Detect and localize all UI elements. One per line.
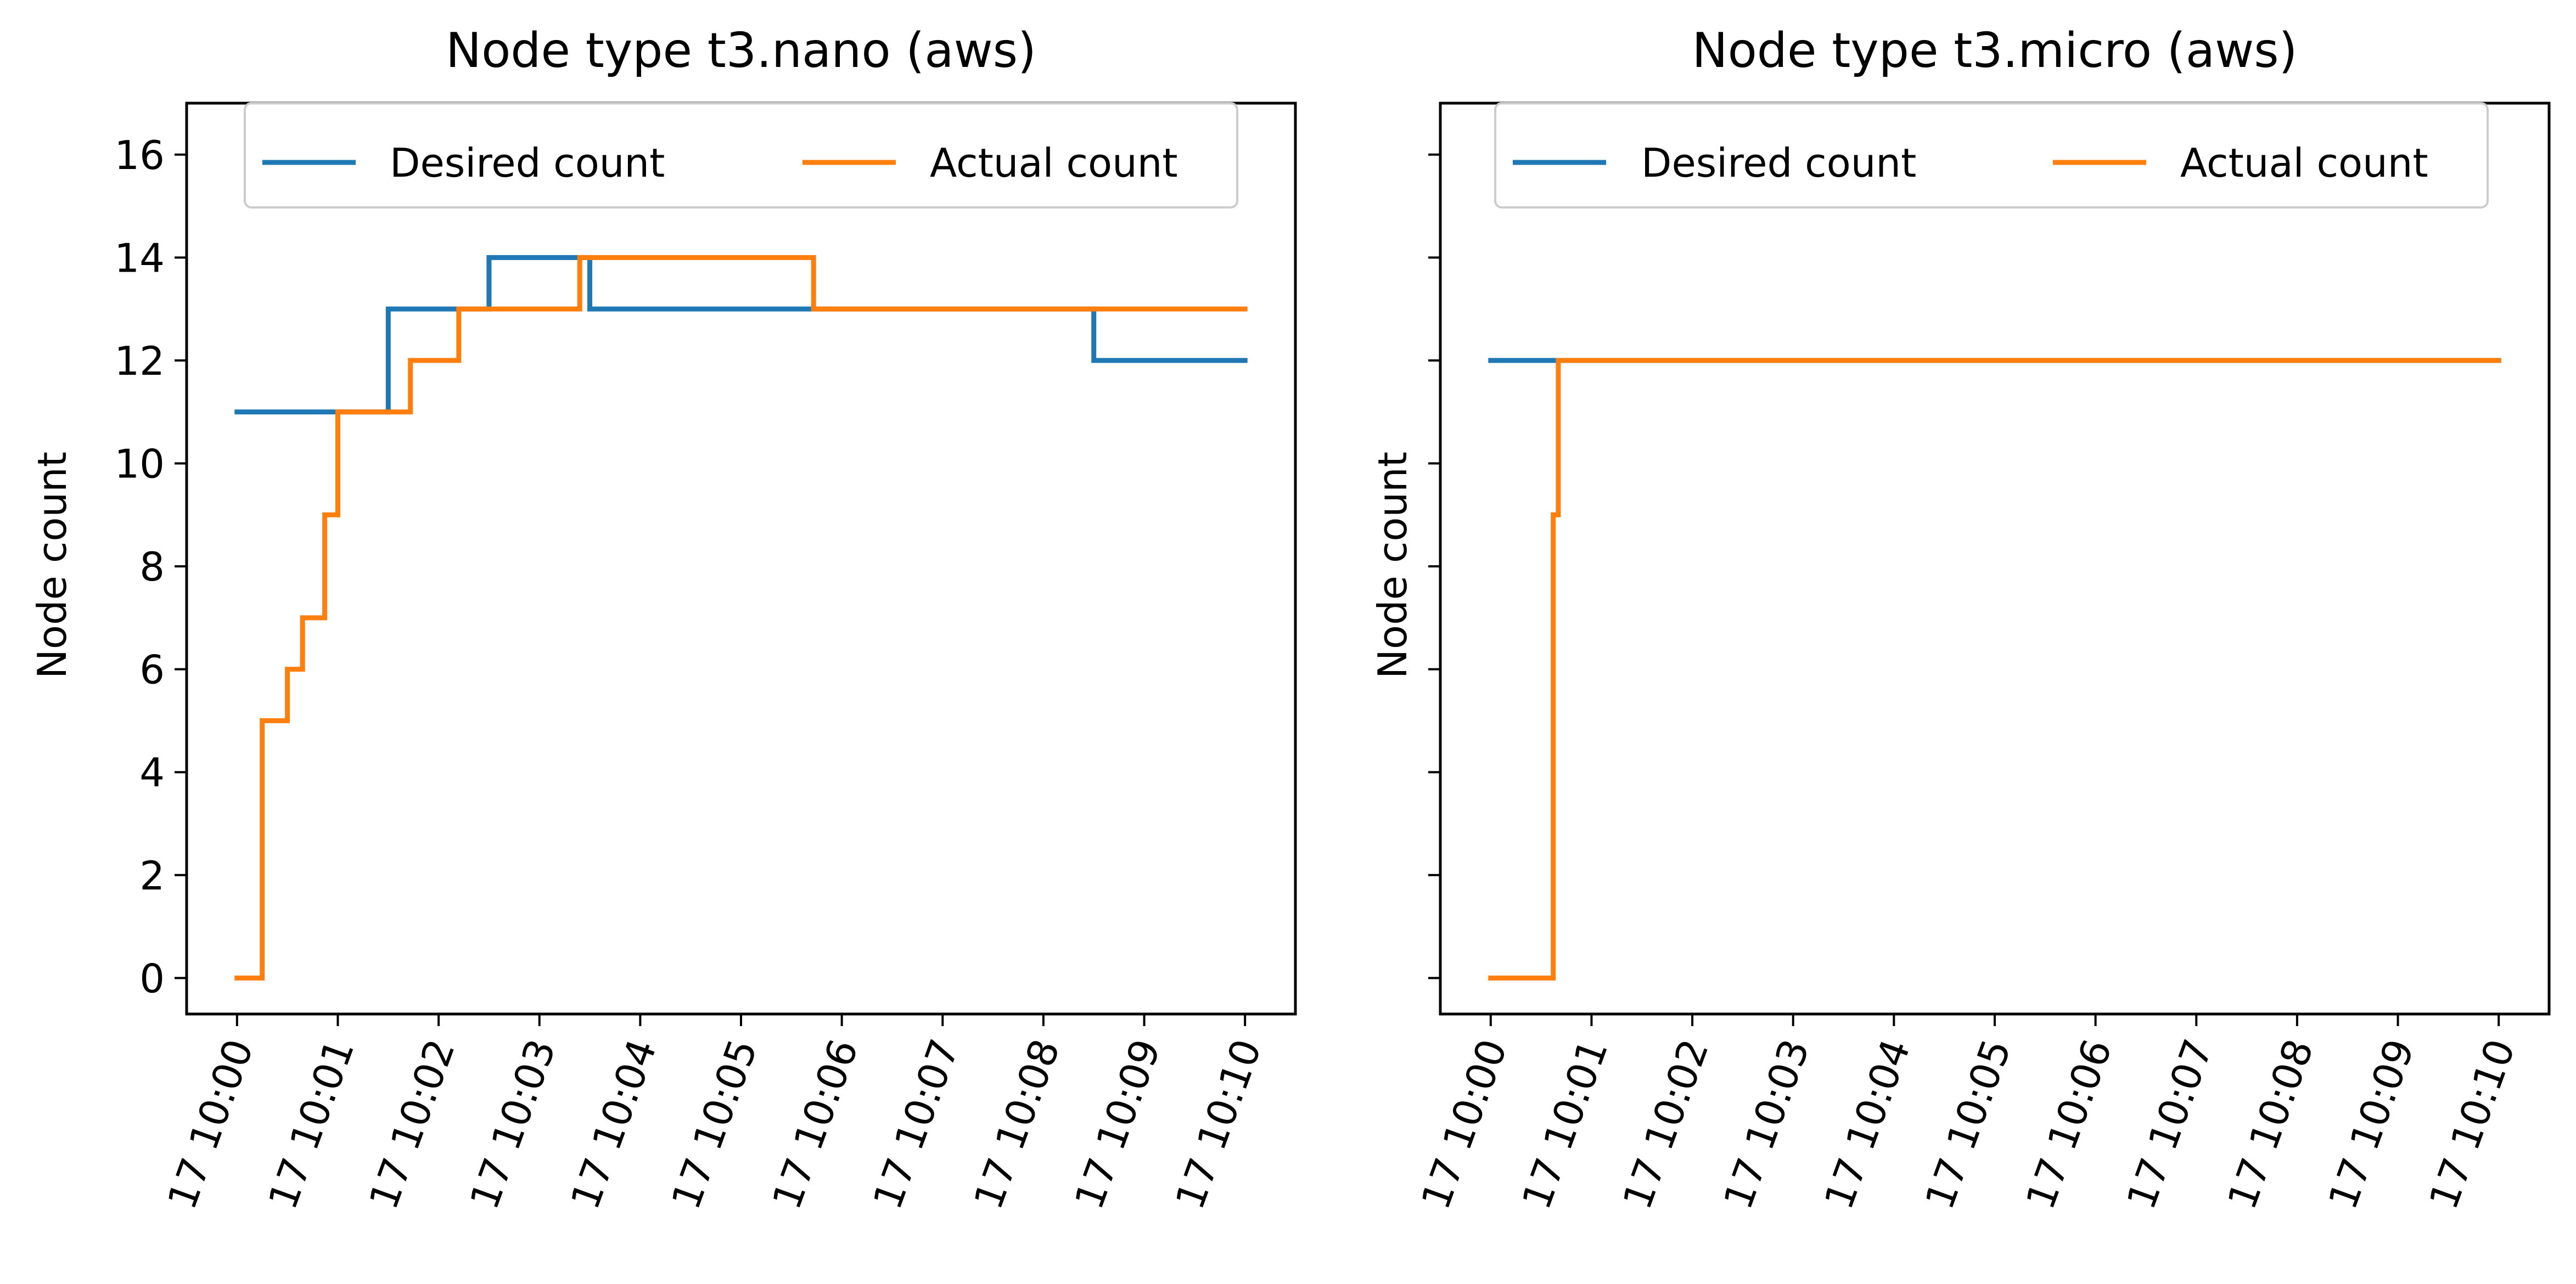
y-tick-label: 10 (114, 441, 165, 487)
legend-label-desired: Desired count (1641, 140, 1916, 186)
series-line-actual (234, 255, 1248, 981)
y-tick-label: 12 (114, 338, 165, 384)
series-layer (1488, 358, 2501, 981)
series-line-desired (234, 255, 1248, 415)
y-axis-ticks: 0 2 4 6 8 10 12 14 16 (114, 132, 187, 1001)
legend: Desired count Actual count (244, 102, 1238, 209)
y-axis-label: Node count (1370, 452, 1416, 679)
legend-label-actual: Actual count (930, 140, 1178, 186)
y-tick-label: 4 (139, 750, 165, 796)
legend-label-actual: Actual count (2180, 140, 2428, 186)
y-tick-label: 14 (114, 235, 165, 281)
chart-title: Node type t3.nano (aws) (446, 22, 1036, 78)
legend-box (244, 102, 1238, 209)
y-tick-label: 0 (139, 955, 165, 1001)
series-layer (234, 255, 1248, 981)
legend: Desired count Actual count (1494, 102, 2489, 209)
y-tick-label: 16 (114, 132, 165, 178)
legend-label-desired: Desired count (390, 140, 665, 186)
y-tick-label: 2 (139, 853, 165, 899)
y-axis-ticks (1428, 153, 1440, 979)
series-line-actual (1488, 358, 2501, 981)
chart-title: Node type t3.micro (aws) (1692, 22, 2297, 78)
legend-box (1494, 102, 2489, 209)
y-axis-label: Node count (29, 452, 75, 679)
y-tick-label: 6 (139, 647, 165, 693)
y-tick-label: 8 (139, 544, 165, 590)
